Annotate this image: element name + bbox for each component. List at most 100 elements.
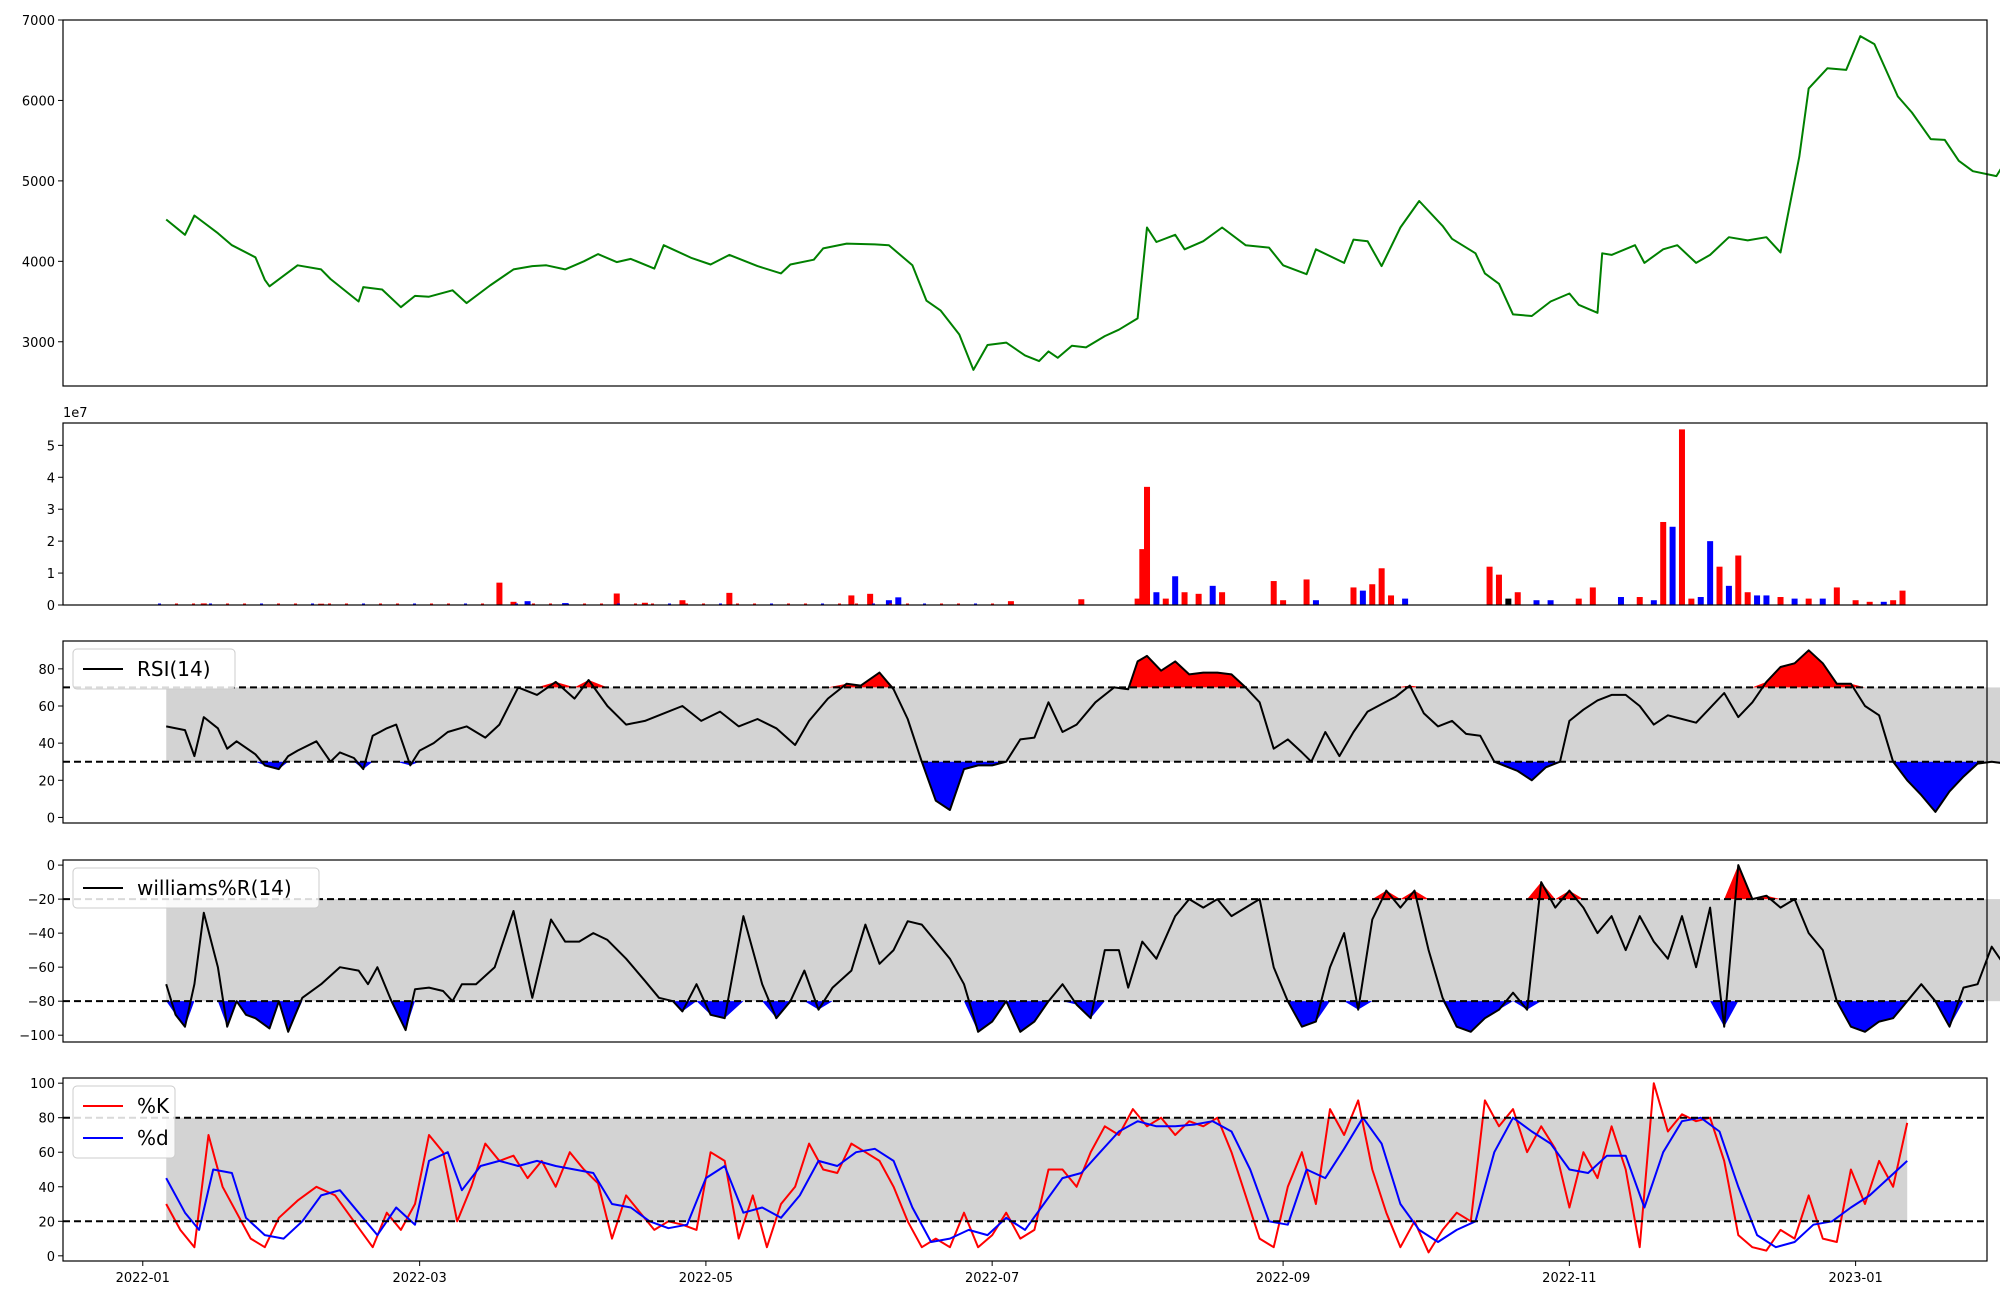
y-tick-label: −60 xyxy=(28,961,55,976)
volume-bar xyxy=(1369,584,1376,605)
y-tick-label: 20 xyxy=(38,1215,55,1230)
legend-label: williams%R(14) xyxy=(137,876,292,900)
volume-bar xyxy=(1486,566,1493,605)
volume-bar xyxy=(1617,597,1624,605)
volume-bar xyxy=(1378,568,1385,605)
volume-bar xyxy=(524,601,531,605)
volume-bar xyxy=(600,603,603,605)
rsi-axes-frame xyxy=(62,640,1988,824)
y-tick-label: 60 xyxy=(38,1146,55,1161)
volume-bar xyxy=(175,603,178,605)
volume-bar xyxy=(1139,549,1146,605)
price-axes-frame xyxy=(62,19,1988,387)
volume-bar xyxy=(192,603,195,605)
volume-bar xyxy=(787,603,790,605)
y-tick-label: 4000 xyxy=(22,255,55,270)
volume-bar xyxy=(1388,595,1395,605)
volume-bar xyxy=(1270,581,1277,605)
volume-bar xyxy=(668,603,671,605)
volume-bar xyxy=(1162,598,1169,605)
volume-bar xyxy=(1505,598,1512,605)
x-tick-label: 2022-11 xyxy=(1542,1271,1596,1286)
y-tick-label: 0 xyxy=(47,859,55,874)
volume-bar xyxy=(1899,590,1906,605)
y-tick-label: −80 xyxy=(28,995,55,1010)
volume-bar xyxy=(1697,597,1704,605)
y-tick-label: −100 xyxy=(19,1029,55,1044)
price-close-line xyxy=(165,35,2000,371)
volume-bar xyxy=(736,603,739,605)
y-tick-label: 20 xyxy=(38,774,55,789)
volume-bar xyxy=(1209,585,1216,605)
volume-bar xyxy=(885,600,892,605)
volume-bar xyxy=(226,603,229,605)
volume-bar xyxy=(260,603,263,605)
volume-bar xyxy=(1650,600,1657,605)
y-tick-label: 4 xyxy=(47,471,55,486)
volume-bar xyxy=(1735,555,1742,605)
volume-bar xyxy=(362,603,365,605)
williams-axes-frame xyxy=(62,859,1988,1043)
volume-bar xyxy=(1303,579,1310,605)
volume-bar xyxy=(702,603,705,605)
volume-bar xyxy=(562,603,569,605)
volume-bar xyxy=(1172,576,1179,605)
volume-bar xyxy=(464,603,467,605)
volume-bar xyxy=(345,603,348,605)
volume-bar xyxy=(821,603,824,605)
volume-bar xyxy=(583,603,586,605)
y-tick-label: 3 xyxy=(47,503,55,518)
volume-bar xyxy=(1144,486,1151,605)
volume-bar xyxy=(1791,598,1798,605)
x-tick-label: 2022-01 xyxy=(116,1271,170,1286)
volume-bar xyxy=(889,603,892,605)
y-tick-label: 40 xyxy=(38,737,55,752)
volume-bar xyxy=(1350,587,1357,605)
legend-label: RSI(14) xyxy=(137,657,211,681)
rsi-rsi-line xyxy=(166,649,2000,813)
williams-band xyxy=(166,899,2000,1002)
volume-bar xyxy=(838,603,841,605)
y-tick-label: −20 xyxy=(28,893,55,908)
volume-bar xyxy=(1819,598,1826,605)
volume-bar xyxy=(872,603,875,605)
rsi-overbought-fill xyxy=(166,650,2000,688)
williams-wr-line xyxy=(165,864,2000,1033)
volume-bar xyxy=(209,603,212,605)
williams-overbought-fill xyxy=(166,865,2000,900)
y-tick-label: −40 xyxy=(28,927,55,942)
volume-bar xyxy=(566,603,569,605)
volume-bar xyxy=(1402,598,1409,605)
volume-bar xyxy=(158,603,161,605)
volume-bar xyxy=(1833,587,1840,605)
volume-bar xyxy=(1688,598,1695,605)
volume-bar xyxy=(895,597,902,605)
stochastic-band xyxy=(166,1117,1908,1222)
volume-bar xyxy=(923,603,926,605)
legend-box xyxy=(72,867,320,909)
volume-bar xyxy=(1514,592,1521,605)
rsi-band xyxy=(166,687,2000,762)
volume-bar xyxy=(1007,601,1014,605)
volume-bar xyxy=(651,603,654,605)
volume-bar xyxy=(1716,566,1723,605)
volume-bar xyxy=(413,603,416,605)
volume-bar xyxy=(1547,600,1554,605)
volume-bar xyxy=(991,603,994,605)
volume-bar xyxy=(1754,595,1761,605)
volume-bar xyxy=(957,603,960,605)
volume-bar xyxy=(510,601,517,605)
volume-bar xyxy=(867,593,874,605)
volume-bar xyxy=(498,603,501,605)
stochastic-d-line xyxy=(165,1116,1908,1249)
volume-bar xyxy=(1495,574,1502,605)
volume-bar xyxy=(679,600,686,605)
y-tick-label: 5 xyxy=(47,439,55,454)
volume-bar xyxy=(243,603,246,605)
y-tick-label: 1 xyxy=(47,567,55,582)
y-tick-label: 60 xyxy=(38,700,55,715)
volume-bar xyxy=(1880,601,1887,605)
legend-box xyxy=(72,648,236,690)
volume-bar xyxy=(1678,429,1685,605)
volume-bar xyxy=(1725,585,1732,605)
